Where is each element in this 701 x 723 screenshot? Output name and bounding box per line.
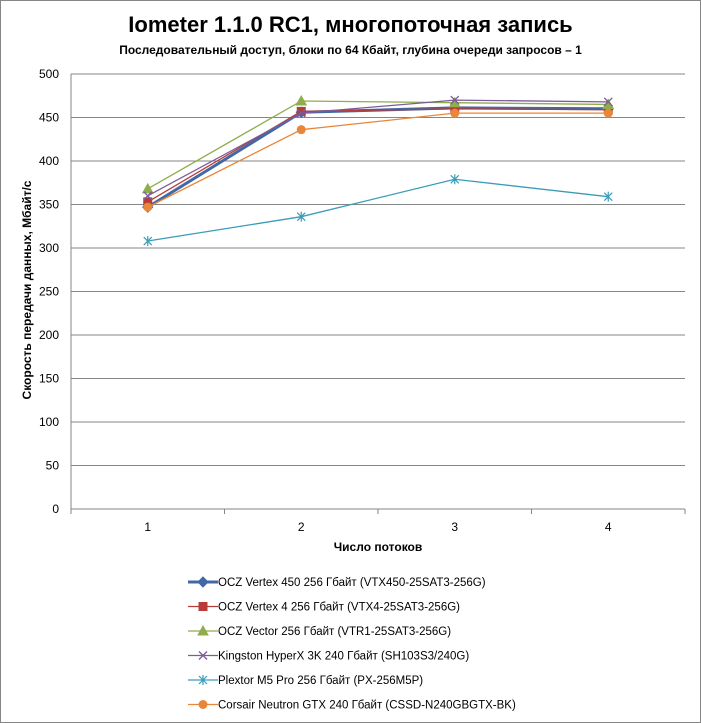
x-tick-label: 1: [144, 520, 151, 534]
data-point: [296, 108, 306, 118]
data-point: [450, 174, 460, 185]
y-tick-label: 0: [52, 502, 59, 516]
data-point: [603, 97, 613, 107]
chart-subtitle: Последовательный доступ, блоки по 64 Кба…: [119, 43, 582, 57]
series-line-3: [147, 100, 609, 190]
x-tick-label: 4: [605, 520, 612, 534]
y-tick-label: 50: [46, 459, 60, 473]
legend-label: OCZ Vertex 4 256 Гбайт (VTX4-25SAT3-256G…: [218, 602, 460, 614]
data-point: [296, 125, 306, 135]
legend-label: OCZ Vector 256 Гбайт (VTR1-25SAT3-256G): [218, 626, 451, 638]
series-line-1: [146, 106, 609, 209]
data-point: [143, 191, 153, 201]
x-axis-label: Число потоков: [333, 540, 423, 554]
data-point: [450, 108, 460, 118]
legend-marker: [198, 675, 208, 685]
y-tick-label: 250: [39, 285, 59, 299]
legend-label: OCZ Vertex 450 256 Гбайт (VTX450-25SAT3-…: [218, 577, 486, 589]
y-tick-label: 150: [39, 372, 59, 386]
data-point: [603, 191, 613, 202]
x-tick-label: 2: [298, 520, 305, 534]
data-point: [450, 95, 460, 105]
y-tick-label: 200: [39, 328, 59, 342]
series-line-2: [147, 108, 609, 203]
y-tick-label: 300: [39, 241, 59, 255]
data-point: [295, 94, 308, 106]
x-tick-label: 3: [451, 520, 458, 534]
legend-marker: [197, 576, 209, 588]
legend-marker: [198, 651, 208, 660]
y-tick-label: 500: [39, 67, 59, 81]
y-tick-label: 100: [39, 415, 59, 429]
series-line-4: [147, 99, 609, 197]
data-point: [296, 211, 306, 222]
legend-marker: [198, 700, 208, 709]
series-line-6: [147, 112, 609, 208]
y-tick-label: 350: [39, 198, 59, 212]
data-point: [603, 108, 613, 118]
data-point: [296, 106, 306, 116]
y-tick-label: 400: [39, 154, 59, 168]
data-point: [143, 236, 153, 247]
legend-marker: [197, 624, 209, 636]
series-line-5: [147, 178, 609, 242]
legend-label: Corsair Neutron GTX 240 Гбайт (CSSD-N240…: [218, 700, 516, 712]
data-point: [143, 202, 153, 212]
legend-label: Kingston HyperX 3K 240 Гбайт (SH103S3/24…: [218, 651, 469, 663]
legend-label: Plextor M5 Pro 256 Гбайт (PX-256M5P): [218, 675, 423, 687]
data-point: [141, 182, 154, 194]
y-tick-label: 450: [39, 111, 59, 125]
chart-title: Iometer 1.1.0 RC1, многопоточная запись: [128, 12, 573, 37]
legend-marker: [198, 602, 208, 611]
